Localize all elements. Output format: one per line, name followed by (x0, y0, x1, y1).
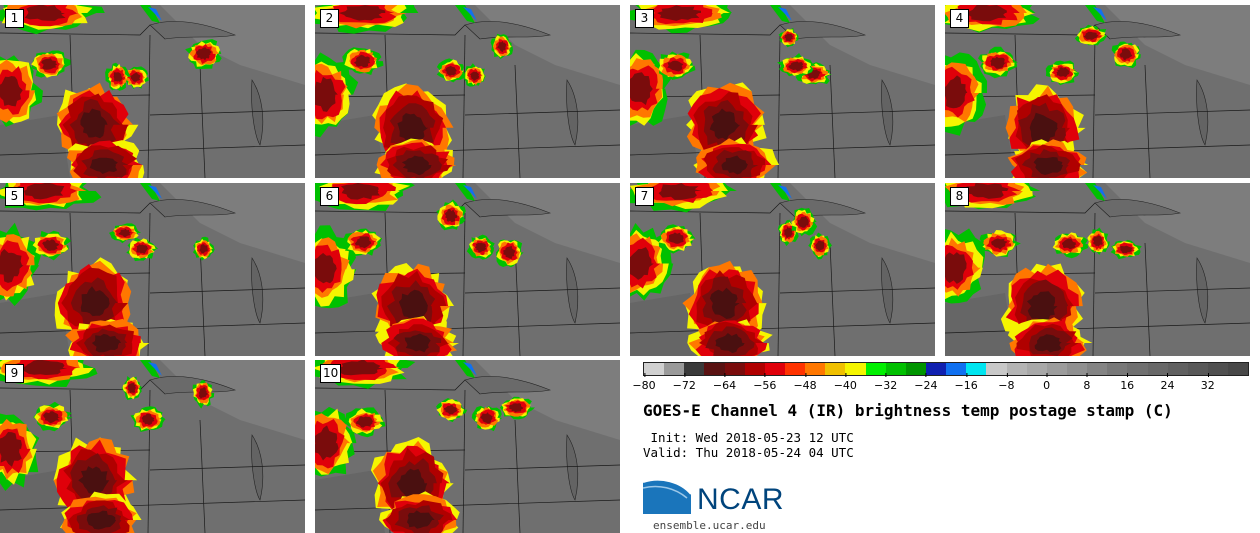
colorbar-segment (825, 363, 846, 375)
colorbar-segment (845, 363, 866, 375)
colorbar-segment (784, 363, 806, 375)
colorbar-tick-label: −80 (632, 373, 656, 392)
stamp-panel-4: 4 (945, 5, 1250, 178)
colorbar-segment (1127, 363, 1148, 375)
satellite-map-image (945, 5, 1250, 178)
colorbar-tick-label: −48 (793, 373, 817, 392)
colorbar-segment (724, 363, 745, 375)
colorbar-tick-label: −64 (713, 373, 736, 392)
colorbar-tick-label: 0 (1043, 373, 1050, 392)
colorbar-segment (664, 363, 685, 375)
colorbar-tick-label: 8 (1083, 373, 1090, 392)
colorbar-segment (1046, 363, 1067, 375)
panel-label: 8 (950, 187, 969, 206)
colorbar-segment (1167, 363, 1188, 375)
colorbar-tick-label: −16 (955, 373, 978, 392)
stamp-panel-2: 2 (315, 5, 620, 178)
stamp-panel-10: 10 (315, 360, 620, 533)
colorbar-tick-label: −40 (834, 373, 857, 392)
colorbar-segment (1087, 363, 1108, 375)
stamp-panel-6: 6 (315, 183, 620, 356)
colorbar-segment (1107, 363, 1128, 375)
ncar-logo-icon (643, 478, 692, 514)
colorbar-segment (885, 363, 906, 375)
colorbar-segment (684, 363, 705, 375)
stamp-panel-1: 1 (0, 5, 305, 178)
stamp-panel-9: 9 (0, 360, 305, 533)
colorbar-segment (905, 363, 926, 375)
colorbar-ticks: −80 −72 −64 −56 −48 −40 −32 −24 −16 −8 0 8 16 24 32 (632, 373, 1249, 394)
colorbar-segment (986, 363, 1007, 375)
colorbar-tick-label: −32 (874, 373, 897, 392)
colorbar-tick-label: −56 (753, 373, 776, 392)
panel-label: 4 (950, 9, 969, 28)
colorbar-segment (1187, 363, 1208, 375)
colorbar-tick-label: 32 (1201, 373, 1215, 392)
panel-label: 10 (320, 364, 342, 383)
colorbar-segment (966, 363, 987, 375)
colorbar-segment (925, 363, 947, 375)
colorbar-segment (1207, 363, 1229, 375)
colorbar-segment (1066, 363, 1088, 375)
site-url: ensemble.ucar.edu (653, 519, 766, 532)
satellite-map-image (630, 5, 935, 178)
stamp-panel-3: 3 (630, 5, 935, 178)
satellite-map-image (630, 183, 935, 356)
colorbar-tick-label: −24 (914, 373, 937, 392)
colorbar-tick-label: −72 (673, 373, 696, 392)
colorbar (643, 362, 1249, 376)
panel-label: 6 (320, 187, 339, 206)
colorbar-segment (744, 363, 765, 375)
ncar-logo-text: NCAR (697, 483, 785, 516)
colorbar-segment (1026, 363, 1047, 375)
satellite-map-image (315, 183, 620, 356)
satellite-map-image (0, 360, 305, 533)
colorbar-tick-label: −8 (998, 373, 1015, 392)
stamp-panel-8: 8 (945, 183, 1250, 356)
panel-label: 7 (635, 187, 654, 206)
valid-time: Valid: Thu 2018-05-24 04 UTC (643, 445, 854, 460)
colorbar-segment (1147, 363, 1168, 375)
colorbar-segment (1006, 363, 1027, 375)
colorbar-tick-label: 16 (1120, 373, 1134, 392)
panel-label: 3 (635, 9, 654, 28)
satellite-map-image (0, 183, 305, 356)
satellite-map-image (945, 183, 1250, 356)
colorbar-segment (865, 363, 886, 375)
stamp-panel-7: 7 (630, 183, 935, 356)
satellite-map-image (315, 5, 620, 178)
stamp-panel-5: 5 (0, 183, 305, 356)
panel-label: 9 (5, 364, 24, 383)
colorbar-segment (704, 363, 725, 375)
panel-label: 2 (320, 9, 339, 28)
colorbar-tick-label: 24 (1160, 373, 1174, 392)
colorbar-segment (764, 363, 785, 375)
colorbar-segment (1228, 363, 1249, 375)
satellite-map-image (0, 5, 305, 178)
satellite-map-image (315, 360, 620, 533)
panel-label: 5 (5, 187, 24, 206)
colorbar-segment (644, 363, 665, 375)
colorbar-segment (805, 363, 826, 375)
panel-label: 1 (5, 9, 24, 28)
init-time: Init: Wed 2018-05-23 12 UTC (643, 430, 854, 445)
page-title: GOES-E Channel 4 (IR) brightness temp po… (643, 401, 1173, 420)
colorbar-segment (946, 363, 967, 375)
